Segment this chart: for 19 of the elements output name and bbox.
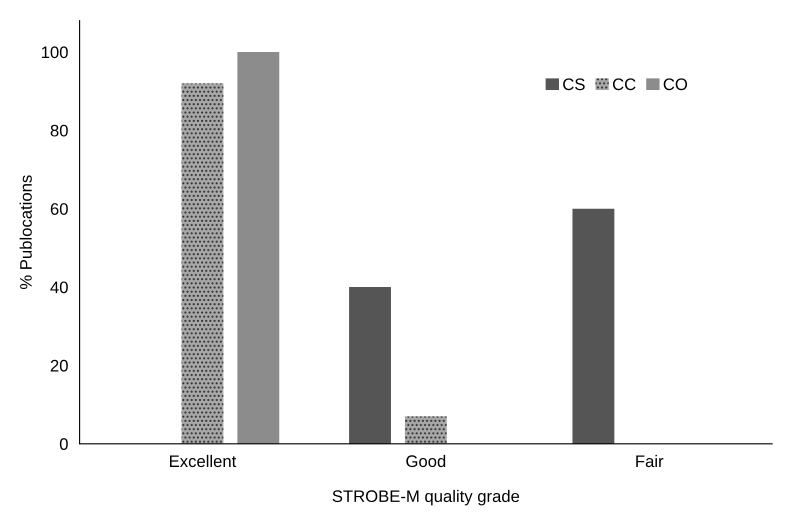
y-tick-label: 20 (50, 360, 68, 372)
bar (237, 52, 280, 444)
x-tick-label: Excellent (170, 454, 236, 468)
x-tick-label: Fair (636, 454, 664, 468)
y-axis-title: % Publocations (20, 175, 32, 290)
bar (182, 83, 224, 444)
y-tick-label: 60 (50, 203, 68, 215)
x-axis-title: STROBE-M quality grade (332, 490, 520, 506)
legend-label: CO (664, 78, 688, 90)
y-tick-label: 80 (50, 124, 68, 137)
x-tick-label: Good (406, 454, 446, 468)
bar (404, 416, 447, 444)
y-tick-label: 0 (60, 438, 68, 450)
legend-label: CS (563, 78, 585, 90)
bar (572, 208, 614, 444)
y-tick-label: 40 (50, 281, 68, 294)
bar (349, 287, 391, 444)
y-tick-label: 100 (42, 46, 68, 58)
legend-label: CC (612, 78, 636, 90)
